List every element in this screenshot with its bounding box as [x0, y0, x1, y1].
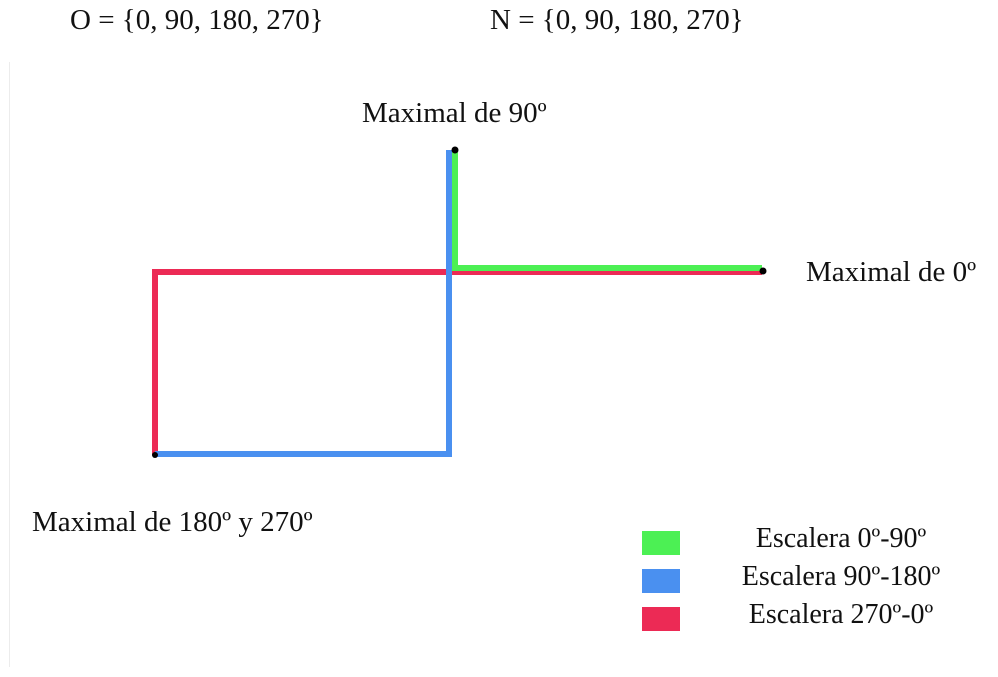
maximal-90-dot [451, 146, 459, 154]
maximal-180-270-label: Maximal de 180º y 270º [32, 506, 313, 538]
legend-label: Escalera 90º-180º [741, 561, 941, 592]
set-n-label: N = {0, 90, 180, 270} [490, 4, 744, 36]
legend-swatch [642, 569, 680, 593]
legend-swatch [642, 607, 680, 631]
blue-staircase-path [155, 150, 452, 457]
maximal-180-270-dot [152, 452, 158, 458]
legend-item-red: Escalera 270º-0º [642, 599, 962, 635]
left-divider [9, 62, 10, 667]
maximal-0-dot [759, 267, 767, 275]
green-staircase-path [452, 150, 762, 271]
legend-swatch [642, 531, 680, 555]
set-o-label: O = {0, 90, 180, 270} [70, 4, 324, 36]
legend-label: Escalera 0º-90º [755, 523, 927, 554]
legend-label: Escalera 270º-0º [748, 599, 934, 630]
legend-item-green: Escalera 0º-90º [642, 523, 962, 559]
maximal-90-label: Maximal de 90º [362, 97, 547, 129]
maximal-0-label: Maximal de 0º [806, 256, 977, 288]
legend-item-blue: Escalera 90º-180º [642, 561, 962, 597]
red-staircase-path [152, 269, 762, 455]
